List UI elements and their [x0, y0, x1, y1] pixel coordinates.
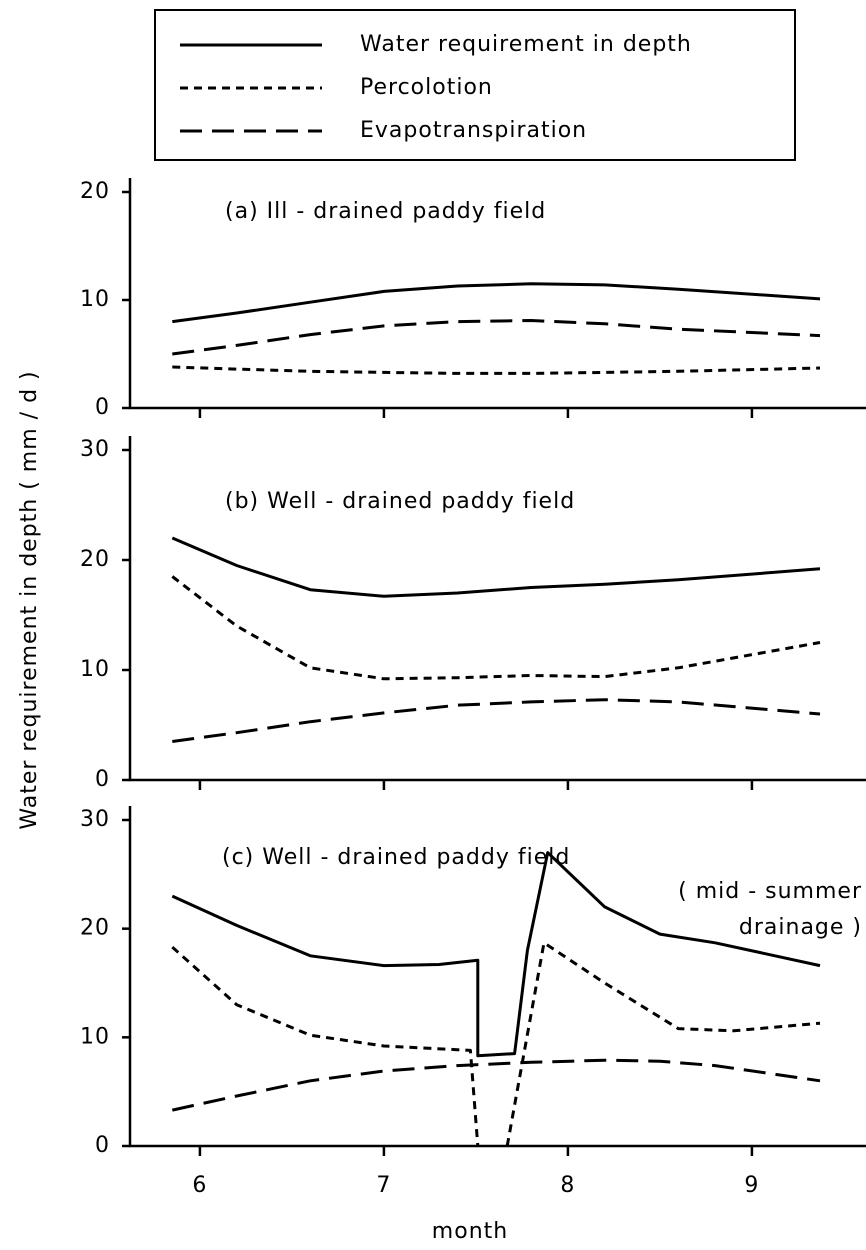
y-tick-label: 10	[80, 1024, 110, 1049]
series-line	[171, 575, 821, 681]
y-tick-label: 0	[95, 767, 110, 792]
series-line	[171, 941, 821, 1147]
legend-label: Evapotranspiration	[360, 118, 587, 143]
series-line	[172, 698, 821, 743]
x-tick-label: 7	[376, 1173, 391, 1198]
annotation: drainage )	[739, 915, 862, 940]
x-tick-label: 8	[560, 1173, 575, 1198]
legend-label: Water requirement in depth	[360, 32, 692, 57]
y-tick-label: 20	[80, 916, 110, 941]
y-axis-label: Water requirement in depth ( mm / d )	[17, 370, 42, 829]
x-axis-label: month	[432, 1219, 508, 1244]
x-tick-label: 9	[744, 1173, 759, 1198]
y-tick-label: 30	[80, 437, 110, 462]
panel-title: (a) Ill - drained paddy field	[225, 199, 546, 224]
legend-label: Percolotion	[360, 75, 493, 100]
panel-title: (b) Well - drained paddy field	[225, 489, 575, 514]
series-line	[171, 851, 821, 1058]
y-tick-label: 10	[80, 657, 110, 682]
y-tick-label: 30	[80, 807, 110, 832]
y-tick-label: 20	[80, 547, 110, 572]
y-tick-label: 0	[95, 1133, 110, 1158]
legend-box	[154, 9, 796, 161]
axis	[128, 436, 866, 782]
series-line	[172, 319, 821, 356]
panel-title: (c) Well - drained paddy field	[222, 845, 570, 870]
series-line	[172, 365, 821, 375]
y-tick-label: 0	[95, 395, 110, 420]
y-tick-label: 20	[80, 179, 110, 204]
annotation: ( mid - summer	[678, 879, 862, 904]
series-line	[171, 1058, 821, 1112]
y-tick-label: 10	[80, 287, 110, 312]
series-line	[171, 536, 821, 598]
series-line	[172, 282, 821, 324]
x-tick-label: 6	[192, 1173, 207, 1198]
